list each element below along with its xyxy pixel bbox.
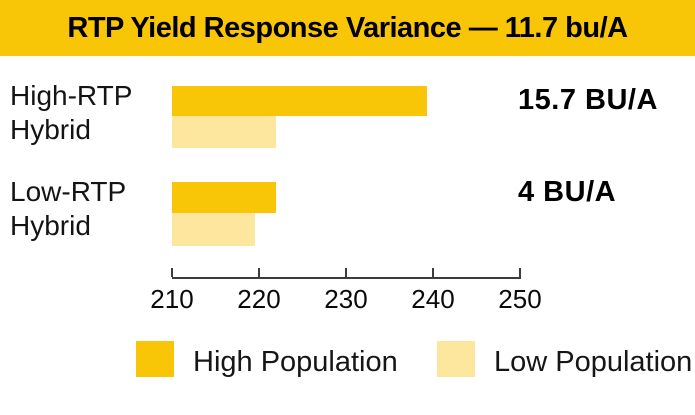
category-label-line: Hybrid (10, 210, 91, 241)
category-label-low-rtp: Low-RTP Hybrid (10, 175, 126, 243)
x-axis-tick-label: 240 (411, 284, 455, 314)
x-axis-tick-mark (171, 268, 173, 277)
x-axis-tick-label: 210 (150, 284, 194, 314)
bar-low-rtp-high-population (172, 182, 277, 213)
chart-title: RTP Yield Response Variance — 11.7 bu/A (67, 11, 628, 44)
category-label-line: High-RTP (10, 80, 133, 111)
bar-low-rtp-low-population (172, 213, 255, 246)
variance-label-low-rtp: 4 BU/A (518, 176, 617, 208)
x-axis-line (172, 277, 521, 279)
legend-label-high-population: High Population (193, 346, 398, 378)
legend-label-low-population: Low Population (494, 346, 693, 378)
variance-label-high-rtp: 15.7 BU/A (518, 84, 658, 116)
x-axis-tick-mark (258, 268, 260, 277)
category-label-line: Hybrid (10, 114, 91, 145)
x-axis-tick-label: 250 (498, 284, 542, 314)
x-axis-tick-label: 230 (324, 284, 368, 314)
bar-high-rtp-high-population (172, 86, 427, 116)
x-axis-tick-mark (519, 268, 521, 277)
x-axis-tick-mark (432, 268, 434, 277)
category-label-line: Low-RTP (10, 176, 127, 207)
category-label-high-rtp: High-RTP Hybrid (10, 79, 132, 147)
x-axis-tick-mark (345, 268, 347, 277)
bar-high-rtp-low-population (172, 116, 277, 148)
chart-title-bar: RTP Yield Response Variance — 11.7 bu/A (0, 0, 695, 56)
legend-swatch-high-population (136, 341, 174, 377)
legend-swatch-low-population (437, 341, 475, 377)
x-axis-tick-label: 220 (237, 284, 281, 314)
